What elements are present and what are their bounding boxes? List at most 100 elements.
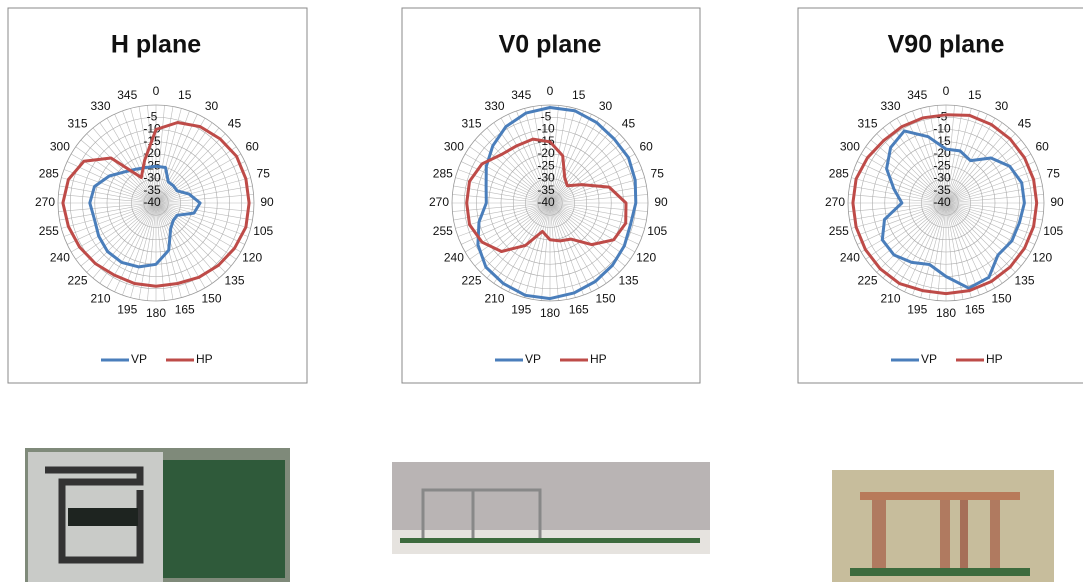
legend-label: VP	[525, 352, 541, 366]
angle-label: 135	[224, 274, 244, 288]
photo-v0-plane	[392, 462, 710, 554]
angle-label: 195	[511, 302, 531, 316]
angle-label: 300	[444, 140, 464, 154]
r-tick-label: -25	[933, 158, 951, 172]
grid-ring	[143, 190, 169, 216]
grid-ring	[525, 178, 575, 228]
angle-label: 105	[1043, 224, 1063, 238]
polar-chart: V0 plane-40-35-30-25-20-15-10-50 15304560…	[401, 7, 701, 384]
angle-label: 45	[228, 117, 242, 131]
angle-label: 240	[444, 251, 464, 265]
grid-ring	[921, 178, 971, 228]
angle-label: 75	[1047, 166, 1061, 180]
angle-label: 15	[178, 88, 192, 102]
legend-label: VP	[131, 352, 147, 366]
angle-label: 195	[117, 302, 137, 316]
angle-label: 135	[1014, 274, 1034, 288]
angle-label: 225	[461, 274, 481, 288]
angle-label: 90	[1050, 195, 1064, 209]
angle-label: 255	[433, 224, 453, 238]
angle-label: 120	[636, 251, 656, 265]
angle-label: 60	[245, 140, 259, 154]
angle-label: 315	[857, 117, 877, 131]
series-line	[88, 164, 202, 269]
angle-label: 180	[540, 306, 560, 320]
angle-label: 345	[907, 88, 927, 102]
chart-title: V90 plane	[888, 31, 1005, 59]
angle-label: 315	[67, 117, 87, 131]
angle-label: 300	[50, 140, 70, 154]
grid-ring	[908, 165, 984, 241]
chart-title: H plane	[111, 31, 201, 59]
grid-ring	[131, 178, 181, 228]
legend-label: VP	[921, 352, 937, 366]
angle-label: 120	[242, 251, 262, 265]
angle-label: 0	[153, 84, 160, 98]
angle-label: 180	[146, 306, 166, 320]
legend-label: HP	[986, 352, 1003, 366]
polar-chart: V90 plane-40-35-30-25-20-15-10-50 1530456…	[797, 7, 1083, 384]
r-tick-label: -10	[933, 122, 951, 136]
angle-label: 255	[39, 224, 59, 238]
photo-h-plane	[25, 448, 290, 582]
chart-frame	[401, 7, 701, 384]
series-line	[851, 113, 1039, 296]
r-tick-label: -25	[537, 158, 555, 172]
angle-label: 225	[67, 274, 87, 288]
angle-label: 0	[943, 84, 950, 98]
angle-label: 30	[599, 99, 613, 113]
angle-label: 330	[90, 99, 110, 113]
angle-label: 90	[654, 195, 668, 209]
angle-label: 210	[880, 291, 900, 305]
angle-label: 285	[433, 166, 453, 180]
angle-label: 285	[829, 166, 849, 180]
angle-label: 75	[257, 166, 271, 180]
angle-label: 180	[936, 306, 956, 320]
series-line	[61, 121, 251, 288]
angle-label: 105	[647, 224, 667, 238]
angle-label: 45	[622, 117, 636, 131]
angle-label: 15	[572, 88, 586, 102]
angle-label: 60	[639, 140, 653, 154]
r-tick-label: -40	[537, 195, 555, 209]
chart-title: V0 plane	[499, 31, 602, 59]
angle-label: 60	[1035, 140, 1049, 154]
outer-ring	[451, 104, 649, 302]
r-tick-label: -40	[143, 195, 161, 209]
angle-label: 285	[39, 166, 59, 180]
legend-label: HP	[590, 352, 607, 366]
series-line	[476, 106, 638, 301]
angle-label: 30	[205, 99, 219, 113]
angle-label: 165	[175, 302, 195, 316]
angle-label: 195	[907, 302, 927, 316]
angle-label: 165	[569, 302, 589, 316]
angle-label: 240	[840, 251, 860, 265]
angle-label: 225	[857, 274, 877, 288]
series-line	[880, 129, 1026, 290]
grid-ring	[537, 190, 563, 216]
r-tick-label: -35	[143, 183, 161, 197]
grid-ring	[884, 141, 1008, 265]
r-tick-label: -40	[933, 195, 951, 209]
angle-label: 270	[35, 195, 55, 209]
r-tick-label: -35	[933, 183, 951, 197]
angle-label: 315	[461, 117, 481, 131]
angle-label: 75	[651, 166, 665, 180]
angle-label: 330	[484, 99, 504, 113]
legend-label: HP	[196, 352, 213, 366]
angle-label: 210	[90, 291, 110, 305]
outer-ring	[57, 104, 255, 302]
grid-ring	[500, 153, 600, 253]
angle-label: 105	[253, 224, 273, 238]
angle-label: 270	[429, 195, 449, 209]
angle-label: 300	[840, 140, 860, 154]
r-tick-label: -30	[143, 171, 161, 185]
angle-label: 210	[484, 291, 504, 305]
angle-label: 150	[201, 291, 221, 305]
angle-label: 165	[965, 302, 985, 316]
angle-label: 150	[595, 291, 615, 305]
series-line	[465, 137, 628, 253]
r-tick-label: -10	[537, 122, 555, 136]
angle-label: 330	[880, 99, 900, 113]
grid-ring	[69, 116, 243, 290]
